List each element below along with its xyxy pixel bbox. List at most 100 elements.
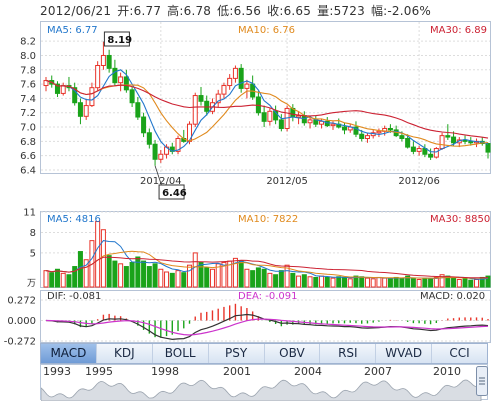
volume-bar [439,274,445,288]
candle-body [341,126,348,131]
candle-body [273,110,279,121]
price-y-tick-label: 8.0 [20,51,36,62]
price-x-tick-label: 2012/04 [140,176,182,187]
candle-body [353,126,359,135]
volume-y-tick-label: 11 [23,208,36,219]
candle-body [307,119,313,124]
price-y-tick-label: 7.4 [20,94,36,105]
volume-bar [261,268,267,288]
volume-bar [238,260,244,288]
candle-body [204,100,210,112]
price-legend-ma5: MA5: 6.77 [47,25,98,36]
volume-bar [353,275,359,288]
max-annotation: 8.19 [103,31,132,47]
scroll-handle-icon[interactable] [476,366,488,396]
candle-body [152,143,158,160]
candle-body [301,115,307,124]
volume-bar [462,278,468,288]
candle-body [54,83,60,94]
macd-panel-frame [40,290,491,343]
volume-legend-ma30: MA30: 8850 [430,214,490,225]
macd-dif-line [45,313,489,341]
candle-body [227,77,233,87]
tab-kdj[interactable]: KDJ [97,344,153,363]
price-y-tick-label: 7.2 [20,108,36,119]
volume-bar [181,272,187,288]
macd-y-tick-label: 0.272 [7,296,36,307]
volume-legend-ma10: MA10: 7822 [238,214,298,225]
candle-body [95,64,101,89]
indicator-tabs: MACD KDJ BOLL PSY OBV RSI WVAD CCI [40,343,488,364]
header-close: 收:6.65 [267,4,312,18]
volume-bar [301,274,307,288]
volume-bar [456,279,462,288]
header-change: 幅:-2.06% [370,4,432,18]
candle-body [77,102,83,117]
tab-cci[interactable]: CCI [449,346,470,360]
timeline-year: 1998 [151,365,179,378]
volume-bar [66,274,72,288]
candle-body [267,110,273,122]
candle-body [324,120,330,127]
price-y-tick-label: 6.8 [20,137,36,148]
ma5-line [45,69,489,153]
volume-bar [106,255,112,288]
volume-bar [296,275,302,288]
tab-boll[interactable]: BOLL [153,344,209,363]
volume-bar [43,270,49,288]
volume-bar [221,261,227,288]
candle-body [89,87,95,107]
tab-psy[interactable]: PSY [209,344,265,363]
price-legend-ma10: MA10: 6.76 [238,25,295,36]
volume-bar [324,276,330,288]
candle-body [433,148,439,158]
volume-y-tick-label: 5 [30,248,36,259]
volume-bar [399,277,405,288]
timeline-year: 2007 [364,365,392,378]
candle-body [83,105,89,117]
candle-body [376,130,382,134]
volume-bar [54,268,60,288]
volume-bar [175,270,181,288]
volume-bar [273,274,279,288]
volume-bar [422,277,428,288]
candle-body [485,143,491,153]
candle-body [112,67,118,84]
volume-bar [451,277,457,288]
tab-obv[interactable]: OBV [265,344,321,363]
volume-bar [49,272,55,288]
volume-bar [474,279,480,288]
candle-body [364,135,370,140]
macd-y-ticks: 0.272 0.000 -0.272 [4,296,36,346]
tab-wvad[interactable]: WVAD [376,344,433,363]
timeline-year: 2004 [294,365,322,378]
history-timeline[interactable]: 1993 1995 1998 2001 2004 2007 2010 [40,364,488,401]
candle-body [100,54,106,66]
macd-grid [41,299,490,342]
candle-body [123,76,129,91]
header-date: 2012/06/21 [40,4,112,18]
candle-body [135,102,141,118]
volume-bar [141,260,147,288]
timeline-area [41,379,482,401]
candle-body [158,153,164,160]
macd-lines [45,313,489,341]
volume-bar [330,277,336,288]
volume-bar [433,276,439,288]
volume-bar [152,263,158,288]
candle-body [405,138,411,148]
volume-bar [445,275,451,288]
volume-bar [164,271,170,288]
candle-body [468,140,474,144]
volume-bar [485,275,491,288]
ma10-line [45,79,489,147]
candle-body [410,146,416,152]
candle-body [175,138,181,152]
volume-legend-ma5: MA5: 4816 [47,214,101,225]
timeline-year: 2010 [433,365,461,378]
volume-y-ticks: 11 8 5 万 [23,208,36,290]
tab-macd[interactable]: MACD [41,344,97,363]
volume-bar [198,261,204,288]
tab-rsi[interactable]: RSI [320,344,377,363]
volume-grid [41,211,490,254]
